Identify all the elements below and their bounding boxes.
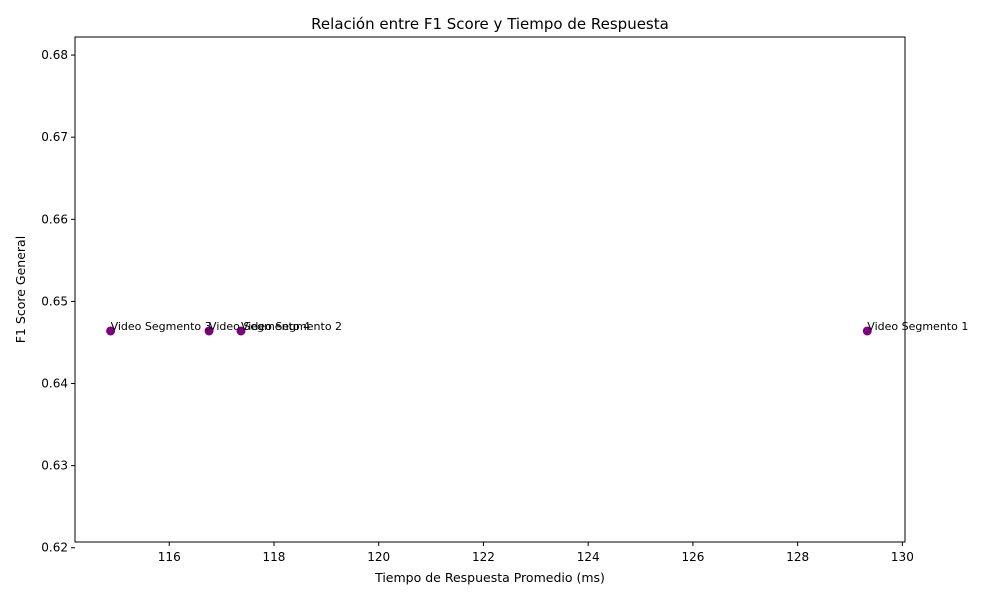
data-point (236, 326, 246, 336)
x-tick-label: 128 (786, 550, 809, 564)
data-point-label: Video Segmento 4 (209, 320, 310, 333)
plot-frame (74, 36, 906, 543)
y-tick-label: 0.66 (41, 212, 68, 226)
data-point (106, 326, 116, 336)
chart-title: Relación entre F1 Score y Tiempo de Resp… (311, 15, 669, 33)
x-tick-label: 130 (891, 550, 914, 564)
x-tick-label: 122 (472, 550, 495, 564)
y-tick-label: 0.64 (41, 377, 68, 391)
data-point-label: Video Segmento 3 (111, 320, 212, 333)
data-point (204, 326, 214, 336)
y-axis-label: F1 Score General (13, 236, 28, 343)
x-tick-label: 120 (367, 550, 390, 564)
x-axis-label: Tiempo de Respuesta Promedio (ms) (374, 570, 605, 585)
x-tick-label: 118 (263, 550, 286, 564)
y-tick-label: 0.68 (41, 48, 68, 62)
y-tick-label: 0.67 (41, 130, 68, 144)
y-tick-label: 0.63 (41, 459, 68, 473)
x-tick-label: 126 (681, 550, 704, 564)
data-point-label: Video Segmento 1 (867, 320, 968, 333)
y-tick-label: 0.65 (41, 294, 68, 308)
y-tick-label: 0.62 (41, 541, 68, 555)
x-tick-label: 124 (577, 550, 600, 564)
data-point (862, 326, 872, 336)
x-tick-label: 116 (158, 550, 181, 564)
data-point-label: Video Segmento 2 (241, 320, 342, 333)
